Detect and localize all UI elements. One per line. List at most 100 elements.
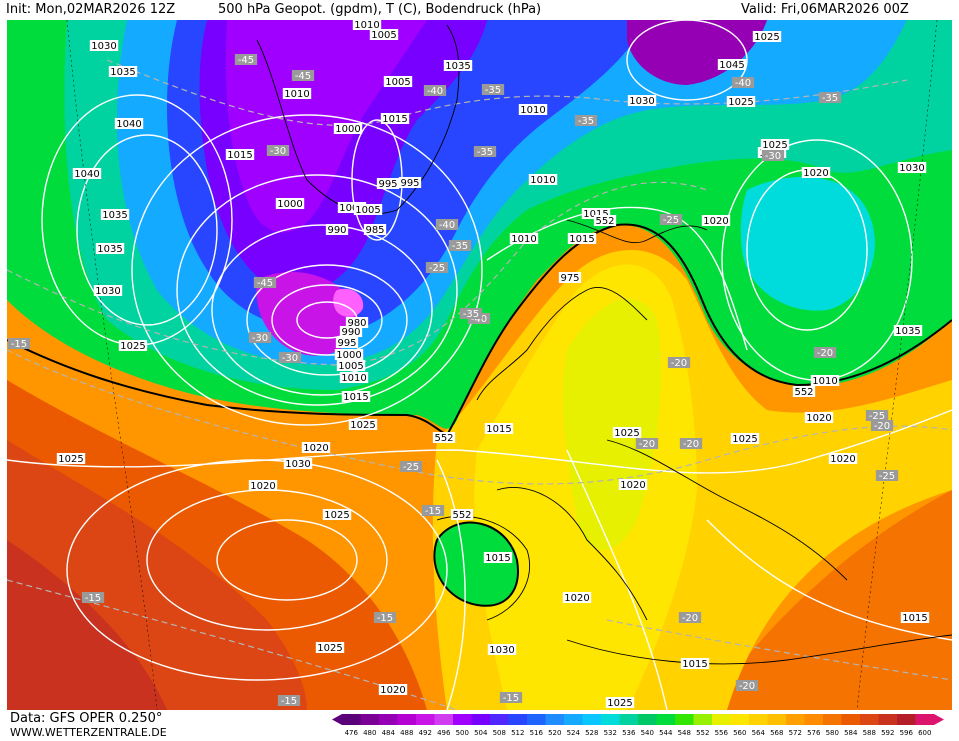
pressure-label: 1020 (803, 168, 828, 179)
pressure-label-bg (93, 285, 123, 296)
pressure-label: 1035 (445, 61, 470, 72)
pressure-label-bg (810, 375, 840, 386)
legend-swatch (823, 714, 842, 725)
pressure-label-bg (567, 233, 597, 244)
legend-swatch (360, 714, 379, 725)
pressure-label: 990 (341, 327, 360, 338)
pressure-label: 1020 (703, 216, 728, 227)
pressure-label-bg (275, 198, 305, 209)
temperature-label: -30 (270, 146, 286, 157)
contour-552-iberia (433, 521, 519, 607)
pressure-label-bg (89, 40, 119, 51)
pressure-label-bg (363, 224, 387, 235)
pressure-label-bg (95, 243, 125, 254)
pressure-label-bg (378, 684, 408, 695)
pressure-label: 1005 (385, 77, 410, 88)
pressure-label: 1025 (350, 420, 375, 431)
legend-label: 516 (530, 729, 544, 737)
temperature-label: -30 (252, 333, 268, 344)
temperature-label-bg (423, 85, 447, 96)
pressure-label: 1020 (380, 685, 405, 696)
pressure-label-bg (114, 118, 144, 129)
temperature-label-bg (731, 77, 755, 88)
legend-swatch (397, 714, 416, 725)
temperature-label: -30 (765, 151, 781, 162)
legend-label: 524 (567, 729, 581, 737)
legend-swatch (545, 714, 564, 725)
map-footer: Data: GFS OPER 0.250° WWW.WETTERZENTRALE… (0, 710, 959, 741)
pressure-label: 1005 (338, 361, 363, 372)
temperature-label-bg (435, 219, 459, 230)
pressure-label-bg (248, 480, 278, 491)
legend-swatch (841, 714, 860, 725)
pressure-label-bg (334, 349, 364, 360)
temperature-label: -25 (429, 263, 445, 274)
pressure-label-bg (627, 95, 657, 106)
pressure-label: 1010 (341, 373, 366, 384)
pressure-label-bg (301, 442, 331, 453)
pressure-label: 995 (400, 178, 419, 189)
legend-label: 532 (604, 729, 617, 737)
temperature-label-bg (865, 410, 889, 421)
pressure-label: 1035 (102, 210, 127, 221)
pressure-label: 1030 (629, 96, 654, 107)
pressure-label: 1025 (728, 97, 753, 108)
pressure-label-bg (398, 177, 422, 188)
geopotential-label-bg (432, 432, 456, 443)
temperature-label: -15 (85, 593, 101, 604)
pressure-label-bg (760, 139, 790, 150)
temperature-label: -20 (671, 358, 687, 369)
pressure-label: 995 (337, 338, 356, 349)
temperature-label-bg (813, 347, 837, 358)
pressure-label-bg (336, 360, 366, 371)
pressure-label-bg (369, 29, 399, 40)
legend-swatch (564, 714, 583, 725)
pressure-label: 1025 (732, 434, 757, 445)
pressure-label-bg (341, 391, 371, 402)
temperature-label-bg (421, 505, 445, 516)
pressure-label: 1020 (250, 481, 275, 492)
pressure-label-bg (225, 149, 255, 160)
legend-label: 544 (659, 729, 673, 737)
weather-map: 1010100510301035101010051035101010251045… (7, 20, 952, 710)
temperature-label: -15 (425, 506, 441, 517)
geopotential-label: 552 (452, 510, 471, 521)
pressure-label-bg (701, 215, 731, 226)
temperature-label: -45 (238, 55, 254, 66)
pressure-label-bg (333, 123, 363, 134)
pressure-label-bg (383, 76, 413, 87)
pressure-label: 1010 (511, 234, 536, 245)
field-576-se (707, 490, 952, 710)
temperature-label-bg (735, 680, 759, 691)
pressure-label-bg (322, 509, 352, 520)
legend-swatch (453, 714, 472, 725)
temperature-label: -35 (485, 85, 501, 96)
field-low-core (256, 271, 358, 356)
temperature-label-bg (870, 420, 894, 431)
pressure-label: 1025 (317, 643, 342, 654)
pressure-label: 1040 (74, 169, 99, 180)
temperature-label: -45 (257, 278, 273, 289)
pressure-label: 1020 (830, 454, 855, 465)
pressure-label-bg (443, 60, 473, 71)
pressure-label: 1020 (303, 443, 328, 454)
legend-label: 568 (770, 729, 783, 737)
legend-swatch (416, 714, 435, 725)
legend-swatch (767, 714, 786, 725)
legend-label: 484 (382, 729, 396, 737)
temperature-label: -20 (683, 439, 699, 450)
pressure-label-bg (339, 326, 363, 337)
pressure-label-bg (348, 419, 378, 430)
temperature-label: -20 (817, 348, 833, 359)
temperature-label-bg (7, 338, 31, 349)
legend-swatch (730, 714, 749, 725)
pressure-label: 1045 (719, 60, 744, 71)
pressure-label-bg (562, 592, 592, 603)
field-ne-cold (627, 20, 767, 85)
legend-swatch (638, 714, 657, 725)
legend-label: 500 (456, 729, 469, 737)
geopotential-label-bg (450, 509, 474, 520)
temperature-label: -45 (295, 71, 311, 82)
pressure-label: 1025 (324, 510, 349, 521)
temperature-label: -40 (439, 220, 455, 231)
